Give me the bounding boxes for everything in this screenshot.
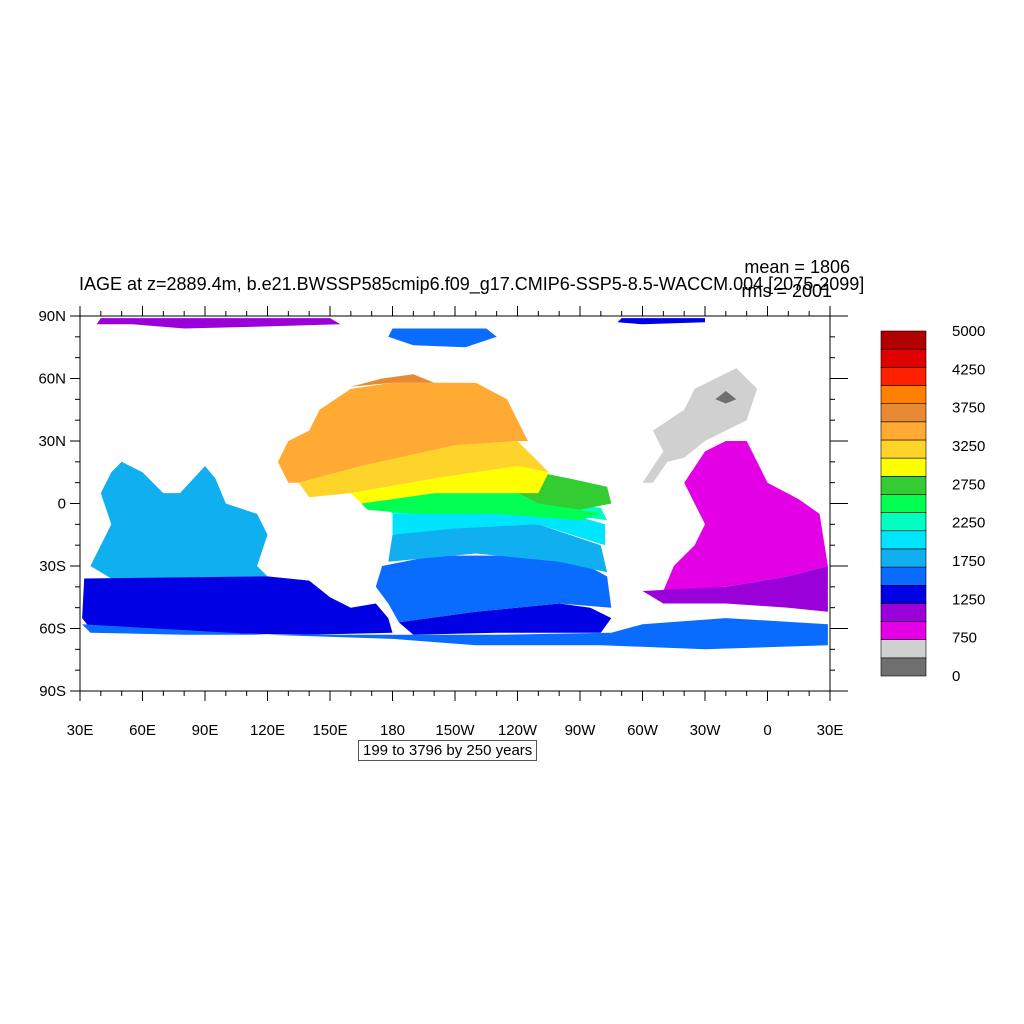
region-equatorial-bright-green bbox=[361, 493, 601, 521]
y-tick-label: 90N bbox=[38, 308, 66, 325]
x-tick-label: 30E bbox=[817, 722, 844, 739]
region-indian-ocean bbox=[90, 461, 268, 579]
x-tick-label: 180 bbox=[380, 722, 405, 739]
colorbar-box bbox=[880, 603, 927, 622]
colorbar-box bbox=[880, 403, 927, 423]
x-tick-label: 150E bbox=[312, 722, 347, 739]
colorbar-labels: 0 750 1250 1750 2250 2750 3250 3750 4250 5000 bbox=[952, 323, 985, 685]
colorbar-box bbox=[880, 566, 927, 586]
region-arctic-band bbox=[96, 318, 341, 329]
region-north-pacific-orange bbox=[277, 382, 528, 483]
contour-info-box: 199 to 3796 by 250 years bbox=[358, 740, 538, 761]
x-tick-label: 60W bbox=[627, 722, 659, 739]
colorbar-box bbox=[880, 330, 927, 350]
colorbar-box bbox=[880, 512, 927, 532]
region-southern-indian-blue bbox=[82, 576, 393, 635]
x-tick-label: 60E bbox=[129, 722, 156, 739]
region-arctic-lightblue bbox=[388, 328, 497, 348]
region-arctic-blue bbox=[617, 318, 705, 325]
x-tick-label: 150W bbox=[435, 722, 475, 739]
y-tick-labels: 90N 60N 30N 0 30S 60S 90S bbox=[38, 308, 66, 700]
region-south-atlantic-magenta bbox=[663, 441, 828, 591]
colorbar-label: 1750 bbox=[952, 553, 985, 570]
colorbar-box bbox=[880, 421, 927, 441]
y-tick-label: 60N bbox=[38, 371, 66, 388]
colorbar-label: 2250 bbox=[952, 515, 985, 532]
colorbar-box bbox=[880, 366, 927, 386]
colorbar-box bbox=[880, 548, 927, 568]
chart-title: IAGE at z=2889.4m, b.e21.BWSSP585cmip6.f… bbox=[79, 274, 865, 294]
colorbar-box bbox=[880, 584, 927, 604]
colorbar-box bbox=[880, 475, 927, 495]
region-north-pacific-deep-orange bbox=[350, 374, 435, 387]
colorbar-box bbox=[880, 621, 927, 641]
colorbar bbox=[880, 330, 927, 677]
region-southern-outer-lightblue bbox=[82, 618, 828, 650]
stat-rms: rms = 2001 bbox=[741, 281, 832, 301]
colorbar-label: 1250 bbox=[952, 591, 985, 608]
x-tick-label: 90W bbox=[565, 722, 597, 739]
region-south-pacific-deep-blue bbox=[398, 603, 612, 635]
colorbar-label: 3750 bbox=[952, 400, 985, 417]
region-south-pacific-sky bbox=[388, 524, 608, 573]
y-tick-label: 90S bbox=[39, 683, 66, 700]
colorbar-box bbox=[880, 494, 927, 513]
x-tick-label: 90E bbox=[192, 722, 219, 739]
colorbar-label: 5000 bbox=[952, 323, 985, 340]
x-tick-label: 0 bbox=[763, 722, 771, 739]
region-arctic-gray-patch bbox=[715, 391, 737, 404]
tick-marks-layer bbox=[70, 306, 848, 701]
colorbar-label: 0 bbox=[952, 668, 960, 685]
x-tick-label: 120E bbox=[250, 722, 285, 739]
x-tick-label: 30E bbox=[67, 722, 94, 739]
region-tropical-cyan bbox=[392, 509, 605, 546]
stat-mean: mean = 1806 bbox=[744, 257, 850, 277]
colorbar-label: 750 bbox=[952, 630, 977, 647]
colorbar-box bbox=[880, 639, 927, 659]
x-tick-labels: 30E 60E 90E 120E 150E 180 150W 120W 90W 60W 30W 0 30… bbox=[67, 722, 844, 739]
region-south-pacific-mid-blue bbox=[375, 555, 612, 623]
colorbar-box bbox=[880, 530, 927, 550]
x-tick-label: 30W bbox=[690, 722, 722, 739]
data-regions-layer bbox=[82, 318, 828, 650]
colorbar-box bbox=[880, 439, 927, 459]
colorbar-label: 2750 bbox=[952, 476, 985, 493]
y-tick-label: 30N bbox=[38, 433, 66, 450]
region-pacific-gold bbox=[298, 441, 549, 498]
region-pacific-yellow bbox=[350, 466, 549, 504]
y-tick-label: 0 bbox=[58, 496, 66, 513]
colorbar-box bbox=[880, 385, 927, 405]
colorbar-box bbox=[880, 348, 927, 368]
region-south-atlantic-violet bbox=[642, 566, 828, 612]
y-tick-label: 30S bbox=[39, 558, 66, 575]
colorbar-box bbox=[880, 657, 927, 677]
colorbar-label: 4250 bbox=[952, 361, 985, 378]
colorbar-box bbox=[880, 457, 927, 477]
colorbar-label: 3250 bbox=[952, 438, 985, 455]
x-tick-label: 120W bbox=[498, 722, 538, 739]
y-tick-label: 60S bbox=[39, 621, 66, 638]
